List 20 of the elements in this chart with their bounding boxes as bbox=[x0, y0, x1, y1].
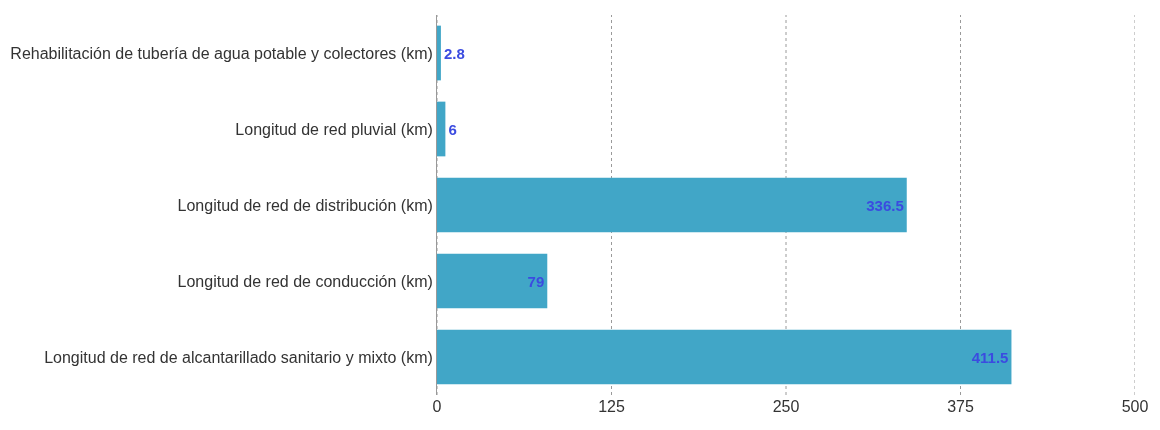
y-tick-label: Longitud de red de alcantarillado sanitario y mixto (km) bbox=[44, 348, 433, 366]
bar bbox=[437, 177, 907, 233]
x-tick-label: 500 bbox=[1121, 398, 1149, 415]
bar bbox=[437, 329, 1012, 385]
data-label: 336.5 bbox=[866, 196, 904, 214]
data-label: 411.5 bbox=[971, 348, 1009, 366]
bar bbox=[437, 253, 548, 309]
y-tick-label: Longitud de red pluvial (km) bbox=[235, 120, 433, 138]
data-label: 6 bbox=[448, 120, 457, 138]
bar bbox=[437, 25, 441, 81]
bar bbox=[437, 101, 446, 157]
x-tick-label: 375 bbox=[947, 398, 974, 415]
data-label: 79 bbox=[527, 272, 545, 290]
y-tick-label: Rehabilitación de tubería de agua potable y colectores (km) bbox=[10, 44, 433, 62]
x-tick-label: 125 bbox=[598, 398, 625, 415]
x-tick-label: 250 bbox=[772, 398, 800, 415]
x-tick-label: 0 bbox=[432, 398, 442, 415]
y-tick-label: Longitud de red de distribución (km) bbox=[177, 196, 433, 214]
data-label: 2.8 bbox=[443, 44, 465, 62]
y-tick-label: Longitud de red de conducción (km) bbox=[177, 272, 433, 290]
